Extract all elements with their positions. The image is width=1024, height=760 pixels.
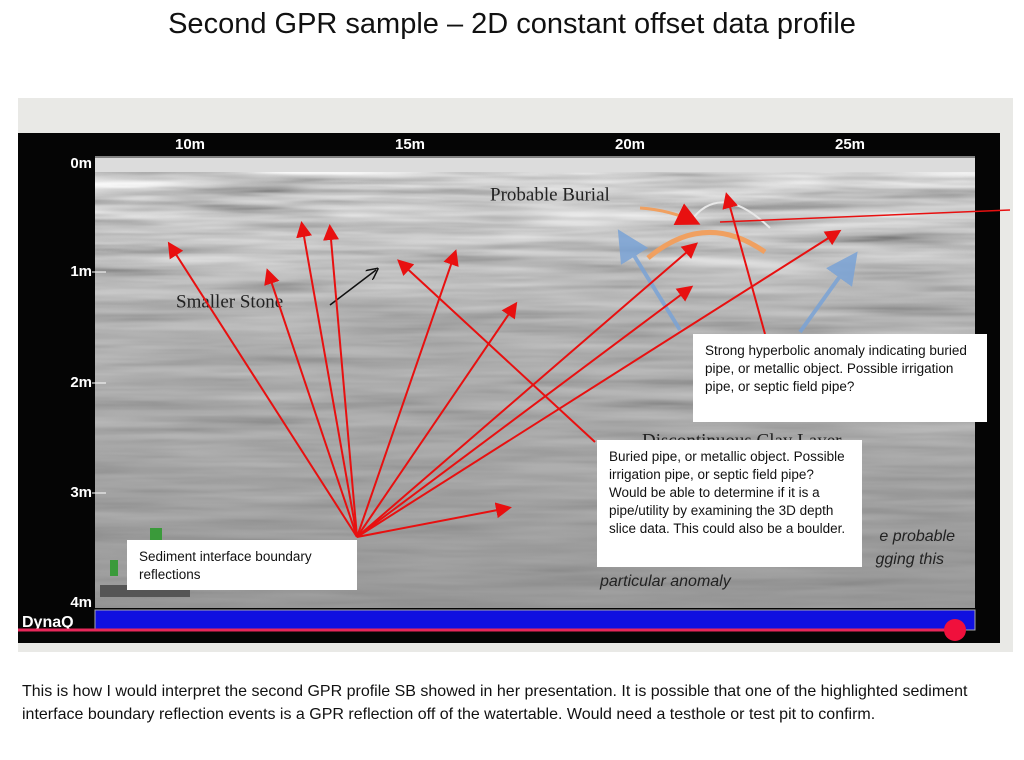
annotation: Probable Burial xyxy=(490,184,610,205)
depth-label: 3m xyxy=(70,484,92,501)
legend-green xyxy=(110,560,118,576)
annotation: particular anomaly xyxy=(599,573,732,590)
stone-arrow xyxy=(329,270,376,306)
depth-ticks xyxy=(92,271,106,494)
red-arrows xyxy=(167,192,842,538)
callout: Sediment interface boundary reflections xyxy=(127,540,357,590)
progress-bar xyxy=(94,609,976,631)
depth-label: 1m xyxy=(70,263,92,280)
brand: DynaQ xyxy=(22,614,74,631)
distance-label: 25m xyxy=(835,136,865,153)
distance-label: 20m xyxy=(615,136,645,153)
legend-green xyxy=(150,528,162,542)
callout: Buried pipe, or metallic object. Possibl… xyxy=(597,440,862,567)
distance-label: 10m xyxy=(175,136,205,153)
hyperbola-highlight xyxy=(646,230,767,260)
annotation: gging this xyxy=(876,551,945,568)
distance-label: 15m xyxy=(395,136,425,153)
depth-label: 2m xyxy=(70,374,92,391)
depth-label: 4m xyxy=(70,594,92,611)
orange-arrow xyxy=(639,203,701,226)
surface-band xyxy=(95,158,975,172)
red-line xyxy=(719,209,1011,223)
slide-title: Second GPR sample – 2D constant offset d… xyxy=(168,8,856,40)
depth-label: 0m xyxy=(70,155,92,172)
annotation: e probable xyxy=(879,528,955,545)
annotation: Smaller Stone xyxy=(176,291,283,312)
caption: This is how I would interpret the second… xyxy=(22,683,968,723)
callout: Strong hyperbolic anomaly indicating bur… xyxy=(693,334,987,422)
playhead xyxy=(944,619,966,641)
